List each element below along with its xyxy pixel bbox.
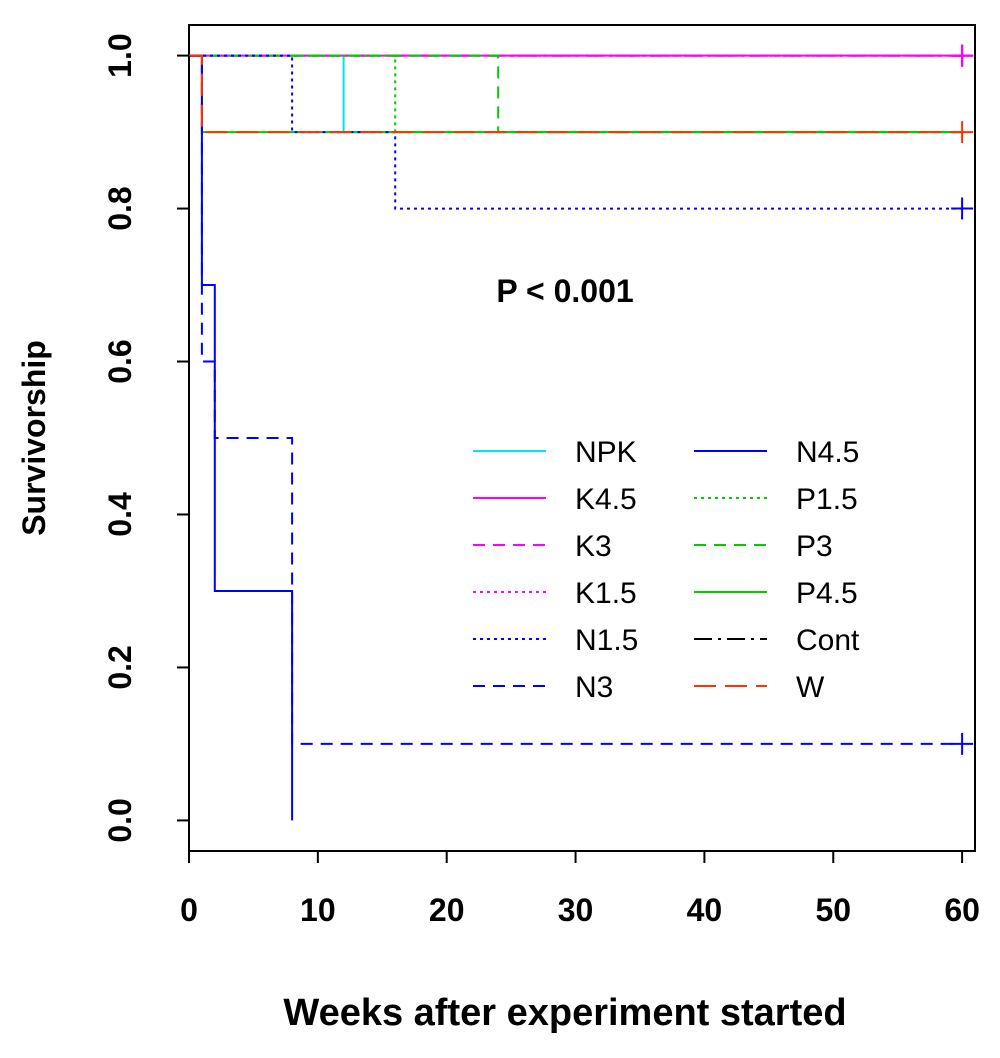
series-line-p1-5 [189, 54, 963, 134]
y-tick-label: 0.4 [102, 492, 138, 537]
series-layer [189, 44, 974, 821]
y-axis-label: Survivorship [16, 340, 52, 536]
series-n1-5 [189, 54, 974, 220]
x-tick-label: 60 [944, 892, 980, 928]
x-tick-label: 50 [815, 892, 851, 928]
legend-label-p1-5: P1.5 [796, 483, 858, 516]
x-tick-label: 20 [429, 892, 465, 928]
censor-mark-n3 [951, 732, 974, 755]
y-tick-label: 1.0 [102, 33, 138, 77]
series-line-npk [189, 54, 963, 134]
axis-layer: 0 10 20 30 40 50 60 0.0 0.2 0.4 0.6 0.8 1.0 [102, 33, 980, 928]
x-axis-label: Weeks after experiment started [283, 992, 846, 1034]
x-tick-label: 40 [687, 892, 723, 928]
legend-label-npk: NPK [575, 436, 637, 469]
y-tick-label: 0.8 [102, 186, 138, 230]
series-p3 [189, 54, 963, 134]
legend-label-cont: Cont [796, 624, 860, 657]
series-w [189, 54, 974, 144]
annotation-p-value: P < 0.001 [496, 273, 633, 309]
series-p4-5 [189, 54, 963, 134]
y-tick-label: 0.0 [102, 798, 138, 842]
legend-label-p4-5: P4.5 [796, 577, 858, 610]
legend-label-w: W [796, 671, 825, 704]
series-p1-5 [189, 54, 963, 134]
legend-label-k3: K3 [575, 530, 612, 563]
legend-label-p3: P3 [796, 530, 833, 563]
legend-label-n1-5: N1.5 [575, 624, 638, 657]
y-tick-label: 0.2 [102, 645, 138, 689]
censor-mark-w [951, 121, 974, 144]
series-line-w [189, 54, 963, 134]
legend: NPK K4.5 K3 K1.5 N1.5 N3 N4.5 P1.5 P3 P4.5 Cont W [473, 436, 860, 704]
legend-label-k1-5: K1.5 [575, 577, 637, 610]
series-npk [189, 54, 963, 134]
y-tick-label: 0.6 [102, 339, 138, 383]
censor-mark-k1-5 [951, 44, 974, 67]
x-tick-label: 30 [558, 892, 594, 928]
legend-label-n3: N3 [575, 671, 613, 704]
legend-label-k4-5: K4.5 [575, 483, 637, 516]
censor-mark-n1-5 [951, 197, 974, 220]
x-tick-label: 0 [180, 892, 198, 928]
x-tick-label: 10 [300, 892, 336, 928]
series-line-p3 [189, 54, 963, 134]
series-line-p4-5 [189, 54, 963, 134]
legend-label-n4-5: N4.5 [796, 436, 859, 469]
